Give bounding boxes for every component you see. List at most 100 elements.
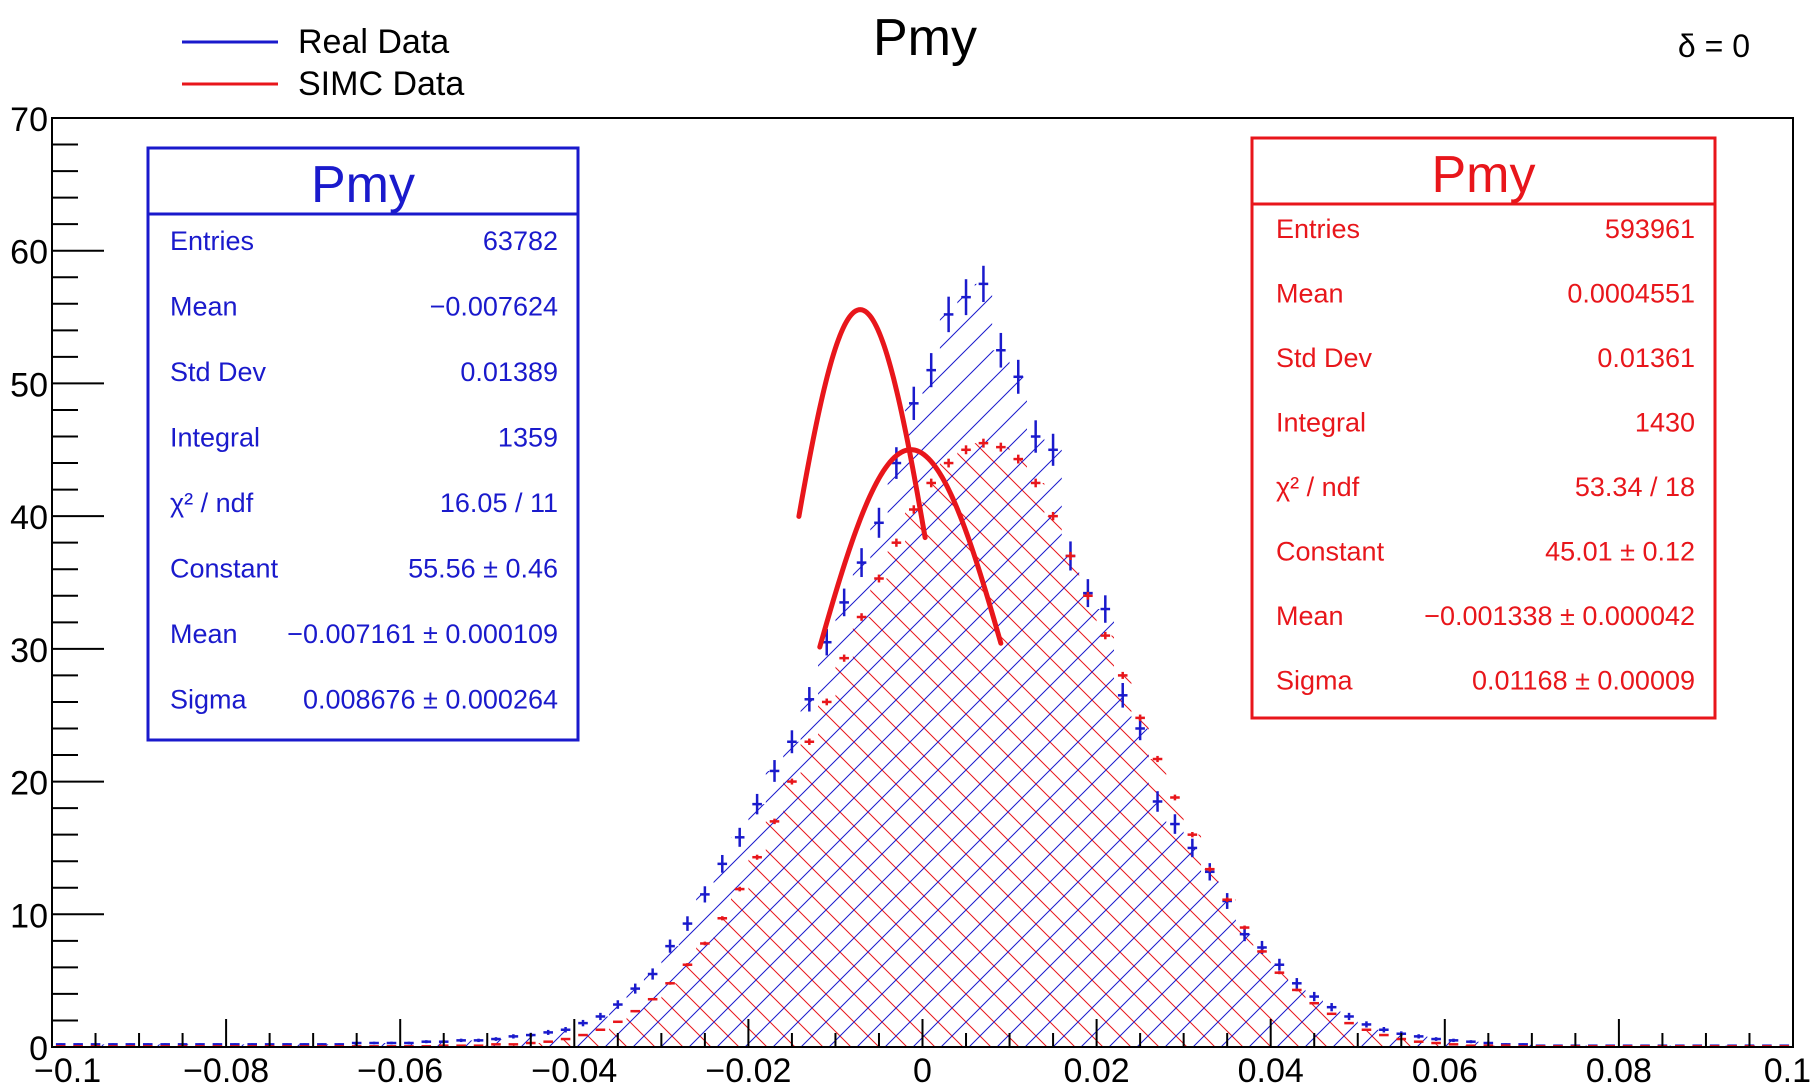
data-point-real-data	[456, 1038, 466, 1043]
data-point-simc-data	[909, 505, 919, 514]
axes: 0 10 20 30 40 50 60 70 −0.1 −0.08 −0.06 −0.04 −0.02 0…	[10, 101, 1811, 1087]
data-point-real-data	[247, 1043, 258, 1046]
data-point-real-data	[682, 916, 693, 931]
stats-box-real-data: Pmy Entries 63782 Mean −0.007624 Std Dev 0.013…	[146, 146, 580, 742]
data-point-real-data	[1309, 991, 1320, 1002]
data-point-real-data	[195, 1043, 205, 1046]
x-tick-label: 0.1	[1764, 1052, 1811, 1087]
data-point-simc-data	[1292, 988, 1302, 992]
data-point-simc-data	[943, 458, 954, 468]
data-point-simc-data	[856, 613, 867, 621]
stats-row-value: −0.007161 ± 0.000109	[287, 619, 558, 649]
data-point-simc-data	[1344, 1021, 1354, 1025]
stats-row-value: 1359	[498, 423, 558, 453]
data-point-simc-data	[700, 941, 710, 946]
data-point-simc-data	[1274, 971, 1285, 975]
data-point-simc-data	[804, 738, 815, 745]
data-point-real-data	[1100, 595, 1111, 623]
y-tick-label: 10	[10, 897, 48, 935]
stats-row-label: Std Dev	[1276, 343, 1373, 373]
data-point-real-data	[1431, 1037, 1441, 1041]
stats-row-value: 0.01361	[1597, 343, 1695, 373]
data-point-simc-data	[891, 538, 902, 547]
data-point-simc-data	[717, 916, 728, 921]
legend-label-simc-data: SIMC Data	[298, 65, 464, 103]
data-point-real-data	[404, 1041, 414, 1045]
stats-row-label: Integral	[1276, 408, 1366, 438]
stats-box-frame	[146, 146, 580, 742]
data-point-real-data	[787, 730, 797, 754]
data-point-real-data	[926, 353, 936, 388]
data-point-real-data	[909, 386, 919, 420]
data-point-real-data	[1518, 1043, 1528, 1046]
data-point-real-data	[1413, 1034, 1424, 1039]
chart-title: Pmy	[873, 9, 977, 67]
data-point-simc-data	[734, 886, 745, 892]
x-tick-label: 0.08	[1586, 1052, 1652, 1087]
data-point-simc-data	[682, 963, 693, 967]
data-point-real-data	[212, 1043, 223, 1046]
stats-box-title: Pmy	[311, 156, 415, 214]
fit-curve-simc-data	[817, 447, 1004, 650]
data-point-simc-data	[787, 778, 797, 785]
stats-row-label: Constant	[1276, 537, 1385, 567]
data-point-simc-data	[996, 442, 1006, 452]
data-point-real-data	[1448, 1038, 1459, 1043]
stats-row-value: 593961	[1605, 214, 1695, 244]
data-point-simc-data	[1065, 551, 1076, 560]
data-point-real-data	[1292, 978, 1302, 989]
data-point-real-data	[1379, 1027, 1389, 1033]
data-point-real-data	[491, 1037, 501, 1041]
stats-row-label: Constant	[170, 554, 279, 584]
stats-row-value: 0.01389	[460, 357, 558, 387]
stats-row-value: 45.01 ± 0.12	[1545, 537, 1695, 567]
data-point-simc-data	[1083, 591, 1093, 600]
data-point-real-data	[142, 1043, 153, 1046]
data-point-real-data	[996, 332, 1006, 368]
data-point-real-data	[160, 1043, 170, 1046]
data-point-real-data	[978, 265, 989, 303]
stats-row-value: 1430	[1635, 408, 1695, 438]
data-point-simc-data	[613, 1020, 623, 1024]
data-point-real-data	[1030, 420, 1041, 453]
stats-row-label: Mean	[170, 619, 238, 649]
x-tick-label: −0.02	[705, 1052, 791, 1087]
data-point-real-data	[282, 1043, 292, 1046]
data-point-simc-data	[1100, 631, 1111, 640]
data-point-simc-data	[1257, 949, 1267, 954]
x-tick-label: −0.1	[34, 1052, 101, 1087]
data-point-simc-data	[1309, 1001, 1320, 1005]
data-point-real-data	[943, 296, 954, 333]
data-point-real-data	[769, 760, 780, 782]
stats-row-label: Entries	[170, 226, 254, 256]
data-point-real-data	[108, 1043, 118, 1046]
stats-row-label: Mean	[170, 292, 238, 322]
data-point-simc-data	[1222, 897, 1232, 902]
data-point-simc-data	[595, 1028, 606, 1031]
y-tick-label: 60	[10, 234, 48, 272]
data-point-real-data	[1344, 1012, 1354, 1021]
data-point-real-data	[421, 1040, 432, 1044]
legend: Real Data SIMC Data	[182, 23, 464, 103]
data-point-real-data	[1117, 683, 1128, 708]
data-point-real-data	[1274, 958, 1285, 971]
x-tick-label: −0.04	[531, 1052, 617, 1087]
data-point-simc-data	[1013, 454, 1024, 464]
data-point-real-data	[578, 1019, 588, 1027]
stats-row-value: 0.01168 ± 0.00009	[1472, 666, 1695, 696]
data-point-real-data	[1466, 1040, 1476, 1044]
stats-row-label: Sigma	[170, 685, 248, 715]
stats-row-value: −0.007624	[430, 292, 558, 322]
data-point-real-data	[595, 1012, 606, 1021]
stats-row-value: 16.05 / 11	[440, 488, 558, 518]
data-point-real-data	[473, 1038, 484, 1043]
y-tick-label: 20	[10, 765, 48, 803]
y-tick-label: 70	[10, 101, 48, 139]
stats-box-frame	[1250, 136, 1717, 720]
fit-curve-real-data	[796, 307, 928, 541]
data-point-simc-data	[978, 438, 989, 448]
data-point-real-data	[386, 1041, 397, 1045]
data-point-real-data	[891, 447, 902, 479]
x-tick-label: 0.02	[1064, 1052, 1130, 1087]
